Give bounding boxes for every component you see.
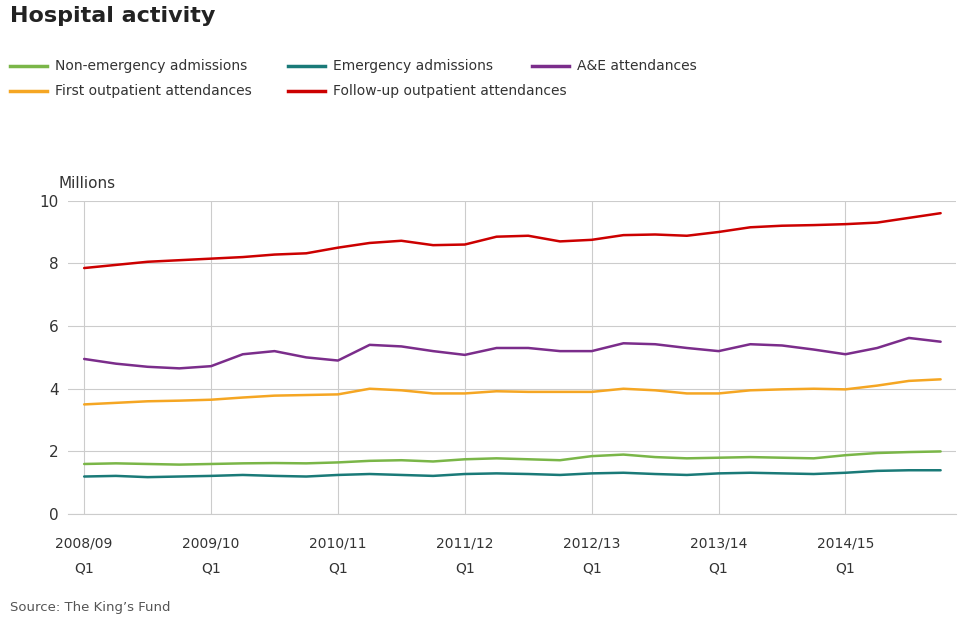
Text: Q1: Q1 — [455, 561, 474, 575]
Text: Non-emergency admissions: Non-emergency admissions — [55, 59, 247, 73]
Text: A&E attendances: A&E attendances — [577, 59, 697, 73]
Text: 2013/14: 2013/14 — [690, 536, 748, 550]
Text: Follow-up outpatient attendances: Follow-up outpatient attendances — [333, 84, 566, 98]
Text: Millions: Millions — [59, 176, 116, 191]
Text: Emergency admissions: Emergency admissions — [333, 59, 493, 73]
Text: 2010/11: 2010/11 — [309, 536, 367, 550]
Text: Q1: Q1 — [201, 561, 221, 575]
Text: Source: The King’s Fund: Source: The King’s Fund — [10, 601, 170, 614]
Text: First outpatient attendances: First outpatient attendances — [55, 84, 252, 98]
Text: 2012/13: 2012/13 — [563, 536, 621, 550]
Text: 2011/12: 2011/12 — [436, 536, 494, 550]
Text: 2008/09: 2008/09 — [56, 536, 113, 550]
Text: Q1: Q1 — [328, 561, 347, 575]
Text: Q1: Q1 — [835, 561, 855, 575]
Text: Q1: Q1 — [74, 561, 94, 575]
Text: Q1: Q1 — [582, 561, 601, 575]
Text: Hospital activity: Hospital activity — [10, 6, 215, 26]
Text: 2014/15: 2014/15 — [817, 536, 874, 550]
Text: 2009/10: 2009/10 — [183, 536, 240, 550]
Text: Q1: Q1 — [709, 561, 728, 575]
